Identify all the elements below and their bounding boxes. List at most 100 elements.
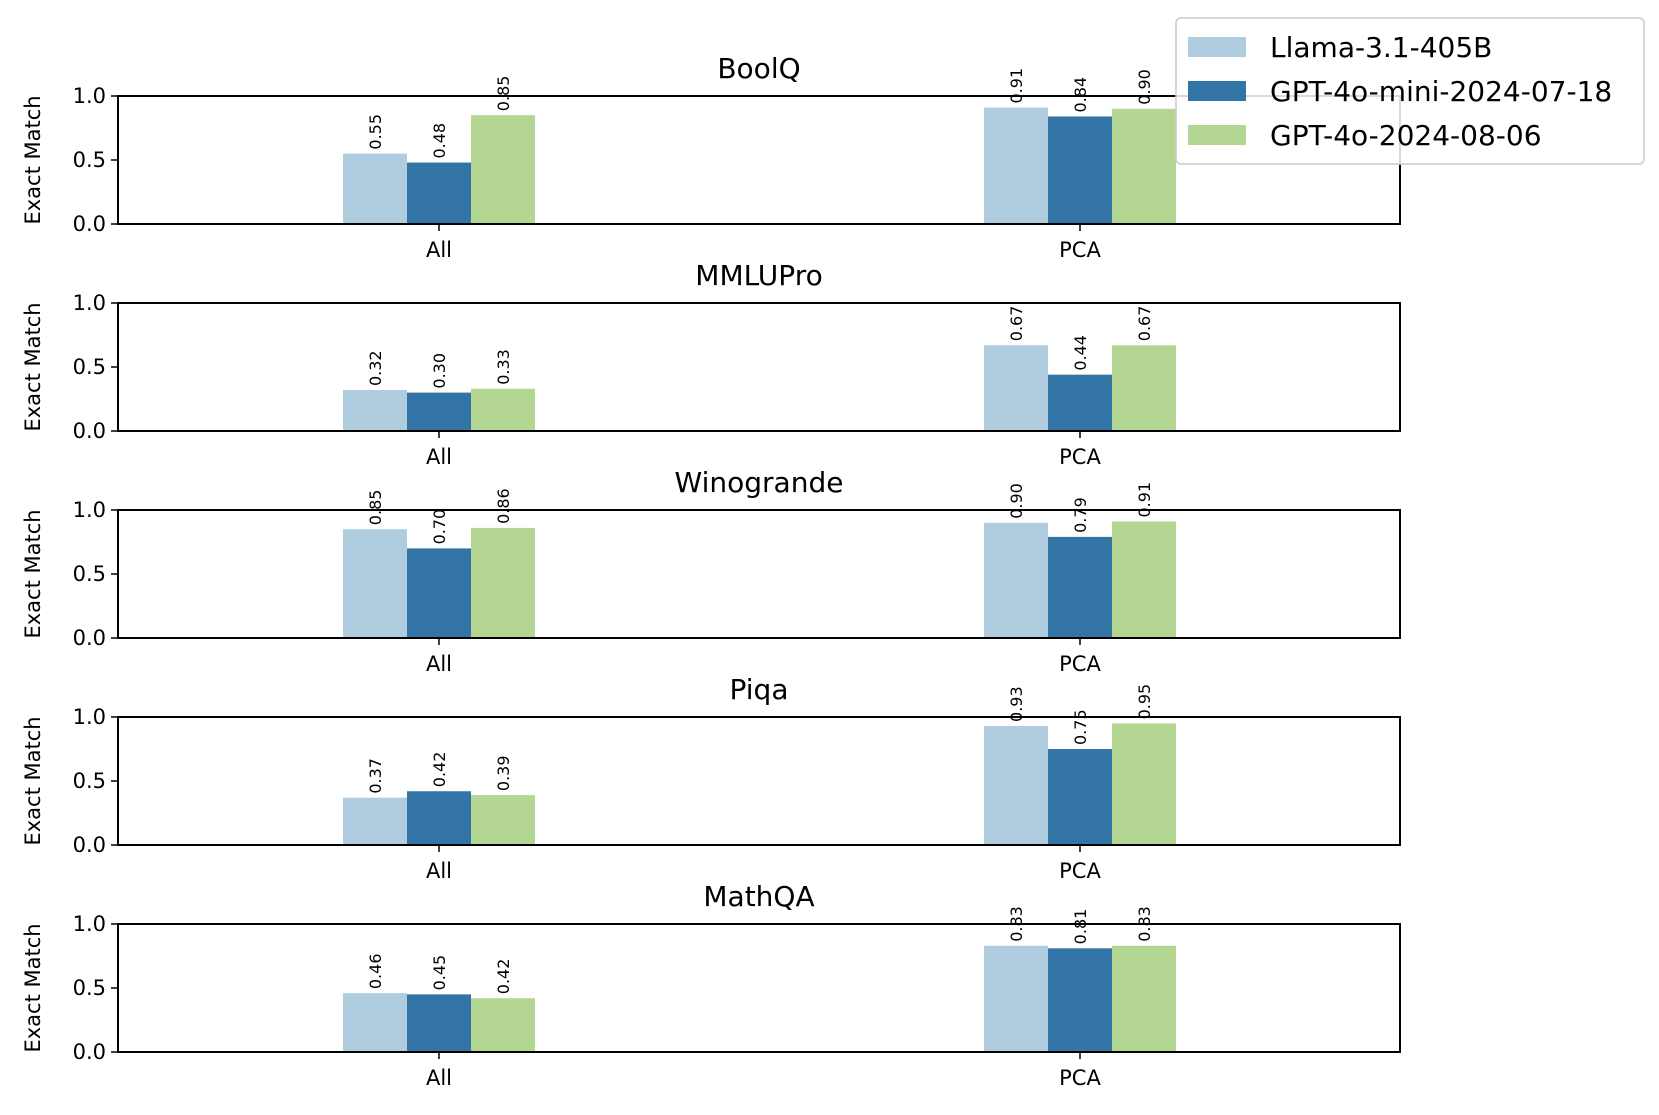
bar-piqa-pca-series-2 [1112,723,1176,845]
y-tick-label: 1.0 [73,705,106,729]
legend-box [1175,17,1645,165]
data-label: 0.37 [366,758,385,794]
data-label: 0.42 [494,959,513,995]
panel-title: MathQA [703,880,814,913]
bar-boolq-pca-series-1 [1048,116,1112,224]
data-label: 0.30 [430,353,449,389]
bar-piqa-pca-series-0 [984,725,1048,845]
bar-mmlupro-all-series-1 [407,392,471,431]
data-label: 0.45 [430,955,449,991]
bar-boolq-all-series-2 [471,115,535,224]
data-label: 0.42 [430,752,449,788]
data-label: 0.67 [1007,306,1026,342]
x-tick-label: All [426,445,452,469]
bar-mmlupro-all-series-0 [343,390,407,431]
y-axis-label: Exact Match [21,95,45,224]
bar-boolq-pca-series-0 [984,107,1048,224]
data-label: 0.32 [366,350,385,386]
y-tick-label: 0.0 [73,1040,106,1064]
legend-swatch [1188,81,1246,101]
x-tick-label: All [426,238,452,262]
bar-mathqa-pca-series-2 [1112,945,1176,1052]
x-tick-label: PCA [1059,859,1101,883]
x-tick-label: PCA [1059,445,1101,469]
y-tick-label: 0.5 [73,976,106,1000]
bar-mathqa-all-series-1 [407,994,471,1052]
bar-mmlupro-pca-series-0 [984,345,1048,431]
panel-title: Piqa [730,673,789,706]
bar-winogrande-pca-series-2 [1112,521,1176,638]
bar-piqa-all-series-2 [471,795,535,845]
bar-piqa-pca-series-1 [1048,749,1112,845]
legend-entry-label: Llama-3.1-405B [1270,31,1492,64]
data-label: 0.55 [366,114,385,150]
data-label: 0.70 [430,509,449,545]
y-tick-label: 0.5 [73,148,106,172]
data-label: 0.39 [494,755,513,791]
y-tick-label: 0.5 [73,769,106,793]
bar-winogrande-pca-series-0 [984,522,1048,638]
y-tick-label: 0.0 [73,419,106,443]
bar-mathqa-all-series-0 [343,993,407,1052]
x-tick-label: All [426,1066,452,1090]
data-label: 0.44 [1071,335,1090,371]
panel-piqa: Piqa Exact Match 0.37 0.93 0.42 0.75 0.39 0.95 0… [21,673,1401,883]
data-label: 0.85 [494,76,513,112]
panel-title: Winogrande [675,466,844,499]
panel-title: MMLUPro [695,259,822,292]
data-label: 0.81 [1071,909,1090,945]
bar-winogrande-pca-series-1 [1048,536,1112,638]
panel-title: BoolQ [717,52,800,85]
bar-mathqa-pca-series-0 [984,945,1048,1052]
y-tick-label: 0.5 [73,355,106,379]
x-tick-label: All [426,652,452,676]
data-label: 0.90 [1007,483,1026,519]
bar-boolq-all-series-1 [407,162,471,224]
y-tick-label: 0.5 [73,562,106,586]
bar-mmlupro-pca-series-1 [1048,374,1112,431]
data-label: 0.91 [1135,482,1154,518]
data-label: 0.85 [366,490,385,526]
bar-boolq-pca-series-2 [1112,108,1176,224]
legend-entry-label: GPT-4o-mini-2024-07-18 [1270,75,1612,108]
bar-mathqa-all-series-2 [471,998,535,1052]
panel-mmlupro: MMLUPro Exact Match 0.32 0.67 0.30 0.44 0.33 0.… [21,259,1401,469]
x-tick-label: PCA [1059,1066,1101,1090]
y-tick-label: 0.0 [73,626,106,650]
bar-winogrande-all-series-1 [407,548,471,638]
data-label: 0.95 [1135,684,1154,720]
bar-mmlupro-all-series-2 [471,388,535,431]
data-label: 0.48 [430,123,449,159]
bar-piqa-all-series-0 [343,797,407,845]
data-label: 0.91 [1007,68,1026,104]
chart-panels: BoolQ Exact Match 0.55 0.91 0.48 0.84 0.85 0.90… [21,52,1401,1090]
data-label: 0.46 [366,953,385,989]
bar-winogrande-all-series-2 [471,527,535,638]
data-label: 0.84 [1071,77,1090,113]
data-label: 0.93 [1007,686,1026,722]
y-axis-label: Exact Match [21,302,45,431]
bar-piqa-all-series-1 [407,791,471,845]
bar-boolq-all-series-0 [343,153,407,224]
legend-entry-label: GPT-4o-2024-08-06 [1270,119,1542,152]
data-label: 0.75 [1071,709,1090,745]
y-tick-label: 1.0 [73,291,106,315]
bar-mathqa-pca-series-1 [1048,948,1112,1052]
bar-mmlupro-pca-series-2 [1112,345,1176,431]
panel-boolq: BoolQ Exact Match 0.55 0.91 0.48 0.84 0.85 0.90… [21,52,1401,262]
y-tick-label: 0.0 [73,833,106,857]
x-tick-label: PCA [1059,238,1101,262]
data-label: 0.90 [1135,69,1154,105]
chart-legend: Llama-3.1-405B GPT-4o-mini-2024-07-18 GPT-… [1175,17,1645,165]
data-label: 0.79 [1071,497,1090,533]
data-label: 0.86 [494,488,513,524]
y-tick-label: 1.0 [73,498,106,522]
legend-swatch [1188,125,1246,145]
bar-winogrande-all-series-0 [343,529,407,638]
data-label: 0.67 [1135,306,1154,342]
y-tick-label: 1.0 [73,912,106,936]
y-axis-label: Exact Match [21,923,45,1052]
x-tick-label: PCA [1059,652,1101,676]
